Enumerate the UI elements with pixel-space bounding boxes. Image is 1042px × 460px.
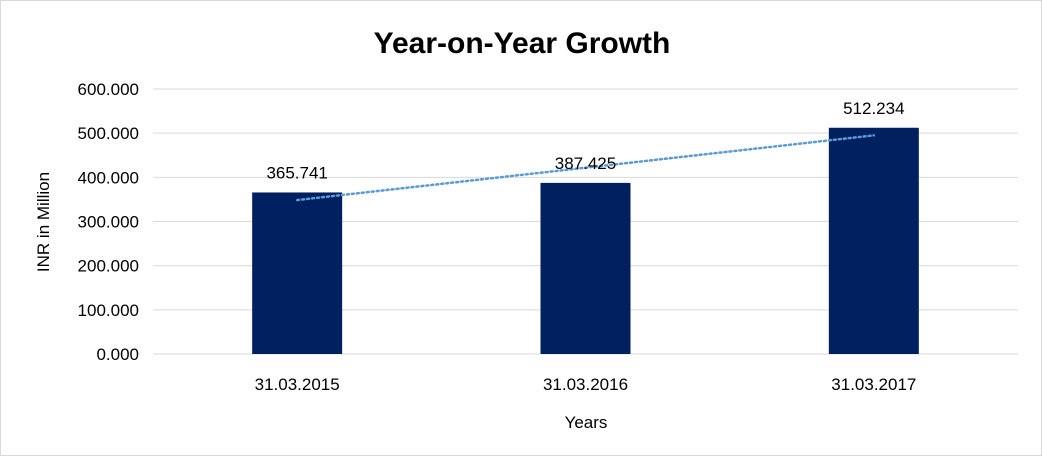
y-tick-label: 200.000 bbox=[78, 257, 139, 276]
data-label: 387.425 bbox=[555, 154, 616, 173]
y-tick-label: 400.000 bbox=[78, 168, 139, 187]
data-labels: 365.741 387.425 512.234 bbox=[266, 99, 904, 183]
bars bbox=[252, 127, 919, 355]
trendline bbox=[295, 134, 876, 202]
y-tick-label: 500.000 bbox=[78, 124, 139, 143]
trendline-layer bbox=[295, 134, 876, 202]
x-axis-title: Years bbox=[565, 413, 608, 432]
x-tick-label: 31.03.2016 bbox=[543, 375, 628, 394]
data-label: 512.234 bbox=[843, 99, 904, 118]
bar bbox=[252, 192, 343, 354]
bar bbox=[828, 127, 919, 355]
bar bbox=[540, 182, 631, 354]
y-tick-label: 0.000 bbox=[96, 345, 139, 364]
y-tick-label: 100.000 bbox=[78, 301, 139, 320]
y-tick-label: 600.000 bbox=[78, 80, 139, 99]
x-tick-label: 31.03.2017 bbox=[831, 375, 916, 394]
y-axis-title: INR in Million bbox=[34, 172, 53, 272]
x-tick-label: 31.03.2015 bbox=[255, 375, 340, 394]
y-axis-ticks: 0.000 100.000 200.000 300.000 400.000 500.000… bbox=[78, 80, 139, 364]
x-axis-ticks: 31.03.2015 31.03.2016 31.03.2017 bbox=[255, 375, 917, 394]
y-tick-label: 300.000 bbox=[78, 213, 139, 232]
data-label: 365.741 bbox=[266, 163, 327, 182]
chart-title: Year-on-Year Growth bbox=[374, 27, 671, 60]
